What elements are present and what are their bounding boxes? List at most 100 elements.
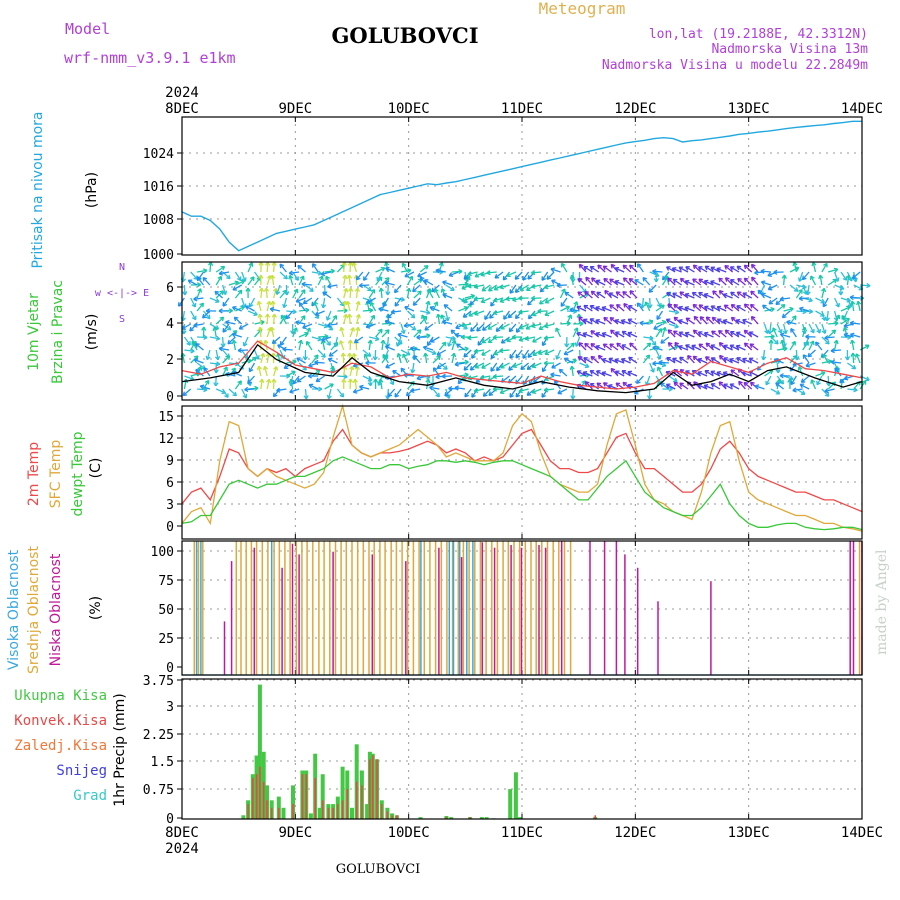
y-tick-label: 1.5 (151, 755, 174, 770)
wind-arrow-head (193, 359, 198, 364)
wind-arrow (259, 314, 262, 325)
wind-arrow-head (667, 277, 670, 283)
y-tick-label: 0 (166, 390, 174, 405)
wind-arrow-head (833, 267, 838, 270)
wind-arrow (644, 301, 651, 312)
wind-arrow (628, 278, 638, 286)
wind-arrow (321, 271, 332, 276)
wind-arrow-head (322, 304, 327, 309)
wind-arrow (374, 349, 377, 361)
wind-arrow-head (563, 358, 567, 363)
wind-arrow (736, 345, 746, 351)
wind-arrow-head (355, 326, 359, 331)
wind-arrow (583, 318, 593, 325)
wind-arrow (480, 375, 491, 379)
wind-arrow (445, 310, 449, 321)
y-tick-label: 12 (158, 432, 174, 447)
wind-arrow (445, 336, 456, 340)
wind-arrow (796, 284, 807, 289)
wind-arrow-head (566, 343, 570, 348)
wind-arrow (266, 275, 271, 286)
wind-arrow-head (352, 378, 356, 384)
wind-arrow-head (810, 379, 813, 384)
wind-arrow-head (257, 355, 260, 360)
wind-arrow (589, 266, 600, 273)
wind-arrow-head (193, 355, 199, 358)
wind-arrow-head (248, 262, 253, 266)
wind-arrow-head (416, 329, 422, 332)
wind-arrow-head (761, 293, 765, 298)
wind-arrow-head (314, 361, 319, 366)
wind-arrow-head (262, 366, 266, 371)
wind-arrow-head (843, 325, 848, 329)
wind-arrow (667, 303, 676, 312)
wind-arrow-head (370, 289, 375, 292)
wind-arrow-head (748, 358, 752, 363)
wind-arrow-head (404, 306, 408, 311)
wind-arrow (751, 276, 759, 286)
wind-arrow-head (679, 291, 683, 296)
wind-arrow-head (703, 332, 708, 337)
wind-arrow-head (729, 344, 733, 350)
wind-arrow-head (567, 314, 572, 318)
wind-arrow-head (382, 304, 388, 308)
wind-arrow-head (750, 291, 753, 296)
wind-arrow-head (443, 304, 447, 309)
wind-arrow-head (710, 357, 714, 362)
wind-arrow (317, 349, 326, 358)
wind-arrow (379, 378, 383, 390)
wind-arrow (736, 305, 746, 312)
wind-arrow (790, 375, 797, 385)
wind-arrow (786, 321, 797, 325)
wind-arrow-head (729, 331, 733, 336)
wind-arrow (488, 284, 498, 292)
wind-arrow-head (470, 293, 475, 297)
wind-arrow (499, 349, 510, 352)
wind-arrow (336, 297, 345, 307)
wind-arrow-head (232, 330, 237, 332)
wind-arrow (215, 388, 226, 394)
wind-arrow (215, 290, 224, 299)
wind-arrow-head (564, 292, 568, 297)
wind-arrow-head (697, 266, 701, 271)
wind-arrow-head (519, 339, 524, 342)
wind-arrow (355, 288, 359, 299)
wind-arrow (481, 336, 491, 344)
wind-arrow-head (805, 336, 810, 340)
wind-arrow-head (531, 297, 536, 301)
wind-arrow-head (315, 314, 320, 317)
wind-arrow (652, 270, 663, 273)
wind-arrow (736, 265, 746, 273)
wind-arrow-head (776, 339, 779, 345)
wind-arrow-head (330, 268, 335, 272)
wind-arrow-head (222, 343, 226, 348)
wind-arrow (458, 361, 469, 364)
wind-arrow (645, 375, 651, 386)
wind-arrow (456, 343, 466, 351)
wind-arrow (190, 310, 197, 321)
wind-arrow-head (785, 329, 788, 334)
wind-arrow (232, 340, 237, 351)
wind-arrow-head (542, 369, 547, 373)
wind-arrow (808, 323, 815, 334)
wind-arrow (814, 323, 821, 334)
wind-arrow-head (855, 277, 858, 283)
wind-arrow (518, 310, 529, 314)
wind-arrow-head (770, 306, 775, 310)
wind-arrow (716, 306, 727, 312)
wind-arrow-head (321, 339, 326, 342)
wind-arrow (376, 271, 383, 282)
wind-arrow-head (723, 357, 727, 362)
wind-arrow-head (842, 327, 846, 332)
wind-arrow-head (579, 321, 584, 325)
wind-arrow-head (218, 273, 224, 276)
wind-arrow-head (577, 291, 581, 296)
wind-arrow-head (476, 381, 481, 383)
wind-arrow-head (649, 304, 653, 309)
wind-arrow (692, 278, 702, 286)
wind-arrow-head (332, 315, 337, 318)
wind-arrow (821, 336, 830, 345)
wind-arrow-head (342, 274, 346, 279)
wind-arrow-head (394, 303, 400, 307)
